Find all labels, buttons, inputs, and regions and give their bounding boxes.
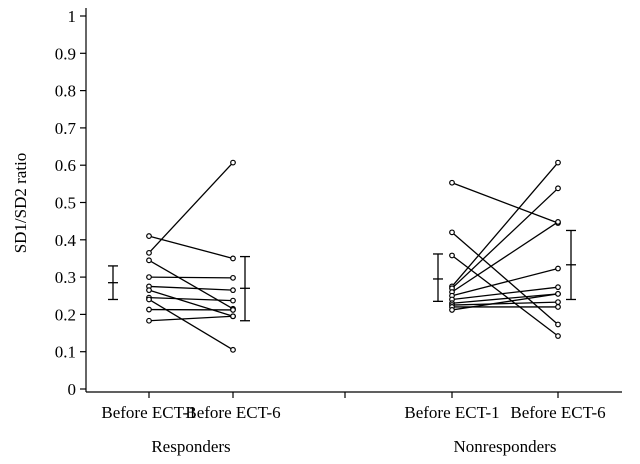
data-point bbox=[230, 346, 236, 353]
data-point bbox=[555, 304, 561, 310]
y-tick-label: 0.7 bbox=[55, 119, 77, 138]
pair-line bbox=[148, 235, 234, 260]
pair-line bbox=[148, 162, 234, 254]
data-point bbox=[146, 287, 152, 294]
data-point bbox=[146, 274, 152, 281]
pair-line bbox=[148, 276, 234, 279]
data-point bbox=[230, 159, 236, 166]
data-point bbox=[449, 307, 455, 313]
data-point bbox=[555, 218, 561, 225]
data-point bbox=[555, 284, 561, 291]
data-point bbox=[230, 297, 236, 304]
data-point bbox=[555, 321, 561, 328]
data-point bbox=[146, 257, 152, 264]
pair-line bbox=[148, 289, 234, 317]
x-tick-label: Before ECT-1 bbox=[404, 403, 499, 422]
y-axis-label: SD1/SD2 ratio bbox=[11, 153, 30, 254]
y-tick-label: 0 bbox=[68, 380, 77, 399]
data-point bbox=[146, 249, 152, 256]
paired-lines bbox=[148, 162, 559, 351]
data-point bbox=[555, 290, 561, 297]
pair-line bbox=[451, 293, 559, 311]
data-point bbox=[555, 265, 561, 272]
pair-line bbox=[451, 293, 559, 304]
x-tick-label: Before ECT-6 bbox=[510, 403, 605, 422]
data-point bbox=[230, 287, 236, 294]
data-point bbox=[146, 233, 152, 239]
x-tick-label: Before ECT-1 bbox=[101, 403, 196, 422]
group-label: Nonresponders bbox=[454, 437, 557, 456]
data-point bbox=[555, 185, 561, 192]
x-tick-label: Before ECT-6 bbox=[185, 403, 280, 422]
y-axis: 0 0.1 0.2 0.3 0.4 0.5 0.6 0.7 0.8 0.9 1 bbox=[55, 7, 87, 399]
pair-line bbox=[451, 221, 559, 293]
y-tick-label: 1 bbox=[68, 7, 77, 26]
data-point bbox=[449, 252, 455, 259]
data-point bbox=[230, 307, 236, 313]
data-point bbox=[146, 296, 152, 303]
data-point bbox=[449, 179, 455, 186]
y-tick-label: 0.2 bbox=[55, 305, 76, 324]
y-tick-label: 0.4 bbox=[55, 231, 77, 250]
data-point bbox=[230, 313, 236, 320]
pair-line bbox=[451, 162, 559, 287]
pair-line bbox=[148, 259, 234, 310]
y-tick-label: 0.8 bbox=[55, 82, 76, 101]
y-tick-label: 0.9 bbox=[55, 44, 76, 63]
data-points bbox=[146, 159, 561, 353]
y-tick-label: 0.6 bbox=[55, 156, 76, 175]
data-point bbox=[230, 274, 236, 281]
pair-line bbox=[451, 182, 559, 224]
pair-line bbox=[451, 254, 559, 337]
pair-line bbox=[148, 315, 234, 322]
y-tick-label: 0.1 bbox=[55, 343, 76, 362]
pair-line bbox=[451, 187, 559, 289]
data-point bbox=[230, 255, 236, 262]
pair-line bbox=[148, 298, 234, 351]
data-point bbox=[555, 159, 561, 166]
data-point bbox=[555, 299, 561, 305]
data-point bbox=[555, 333, 561, 339]
pair-line bbox=[451, 286, 559, 301]
pair-line bbox=[451, 301, 559, 306]
data-point bbox=[449, 229, 455, 236]
data-point bbox=[146, 306, 152, 313]
pair-line bbox=[148, 296, 234, 302]
pair-line bbox=[451, 267, 559, 297]
y-tick-label: 0.3 bbox=[55, 268, 76, 287]
y-tick-label: 0.5 bbox=[55, 194, 76, 213]
error-bars bbox=[108, 229, 576, 322]
data-point bbox=[146, 317, 152, 324]
pair-line bbox=[451, 231, 559, 325]
pair-line bbox=[148, 285, 234, 291]
group-label: Responders bbox=[151, 437, 230, 456]
